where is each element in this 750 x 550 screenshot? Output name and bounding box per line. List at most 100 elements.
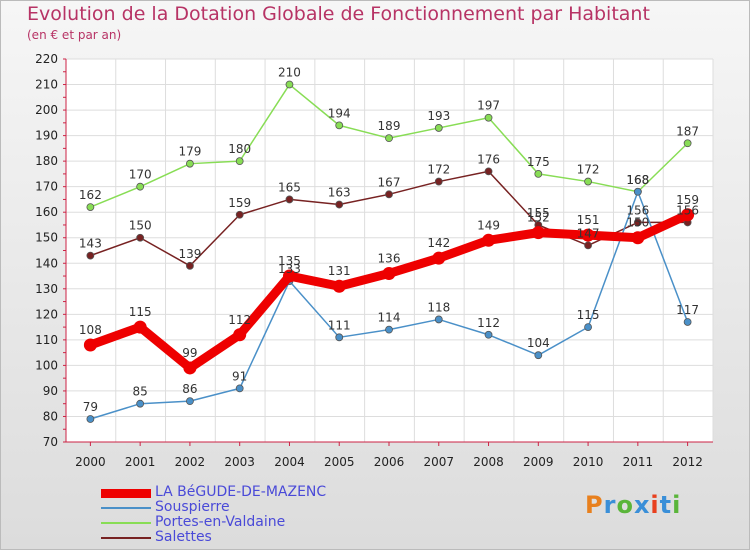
data-label-portes-en-valdaine: 197 <box>477 99 500 113</box>
x-tick-label: 2010 <box>573 455 604 469</box>
data-label-la-begude-de-mazenc: 135 <box>278 254 301 268</box>
y-tick-label: 100 <box>35 358 58 372</box>
data-point-souspierre <box>683 318 692 326</box>
data-point-salettes <box>434 177 443 186</box>
data-label-salettes: 165 <box>278 180 301 194</box>
logo-letter: i <box>672 491 682 519</box>
data-label-portes-en-valdaine: 170 <box>129 168 152 182</box>
data-point-portes-en-valdaine <box>534 169 543 178</box>
x-tick-label: 2004 <box>274 455 305 469</box>
y-tick-label: 180 <box>35 154 58 168</box>
data-point-souspierre <box>136 399 145 408</box>
data-point-souspierre <box>534 351 543 360</box>
data-label-souspierre: 118 <box>427 300 450 314</box>
data-label-salettes: 147 <box>577 226 600 240</box>
data-label-portes-en-valdaine: 194 <box>328 106 351 120</box>
data-label-salettes: 176 <box>477 152 500 166</box>
data-point-la-begude-de-mazenc <box>432 251 446 265</box>
y-tick-label: 160 <box>35 205 58 219</box>
data-point-souspierre <box>633 187 642 196</box>
y-tick-label: 170 <box>35 180 58 194</box>
data-point-salettes <box>136 233 145 242</box>
data-label-la-begude-de-mazenc: 131 <box>328 264 351 278</box>
y-tick-label: 80 <box>43 409 58 423</box>
chart-title: Evolution de la Dotation Globale de Fonc… <box>27 3 650 25</box>
legend-label: Salettes <box>155 529 212 545</box>
data-point-portes-en-valdaine <box>186 159 194 168</box>
legend-swatch <box>101 522 151 524</box>
y-tick-label: 120 <box>35 307 58 321</box>
data-label-salettes: 156 <box>676 203 699 217</box>
data-point-portes-en-valdaine <box>235 157 244 166</box>
y-tick-label: 200 <box>35 103 58 117</box>
y-tick-label: 140 <box>35 256 58 270</box>
data-point-souspierre <box>86 415 95 423</box>
data-point-portes-en-valdaine <box>434 124 443 132</box>
data-label-la-begude-de-mazenc: 108 <box>79 323 102 337</box>
data-label-salettes: 172 <box>427 163 450 177</box>
data-point-la-begude-de-mazenc <box>382 266 396 280</box>
y-tick-label: 70 <box>43 435 58 449</box>
legend-swatch <box>101 507 151 509</box>
x-tick-label: 2000 <box>75 455 106 469</box>
y-tick-label: 130 <box>35 282 58 296</box>
x-tick-label: 2011 <box>623 455 654 469</box>
data-point-souspierre <box>484 330 493 339</box>
data-point-salettes <box>385 190 393 199</box>
data-label-portes-en-valdaine: 187 <box>676 124 699 138</box>
data-label-portes-en-valdaine: 210 <box>278 66 301 80</box>
data-label-la-begude-de-mazenc: 115 <box>129 305 152 319</box>
data-point-la-begude-de-mazenc <box>581 228 595 242</box>
data-point-souspierre <box>584 323 592 332</box>
data-label-souspierre: 79 <box>83 400 98 414</box>
data-label-salettes: 159 <box>228 196 251 210</box>
y-tick-label: 110 <box>35 333 58 347</box>
data-point-la-begude-de-mazenc <box>233 328 247 342</box>
x-tick-label: 2007 <box>423 455 454 469</box>
data-label-souspierre: 111 <box>328 318 351 332</box>
data-label-souspierre: 168 <box>626 173 649 187</box>
data-label-la-begude-de-mazenc: 150 <box>626 216 649 230</box>
data-label-souspierre: 114 <box>378 311 401 325</box>
data-point-souspierre <box>335 333 344 342</box>
x-tick-label: 2006 <box>374 455 405 469</box>
data-point-la-begude-de-mazenc <box>482 233 496 247</box>
data-point-portes-en-valdaine <box>584 177 592 186</box>
data-label-portes-en-valdaine: 193 <box>427 109 450 123</box>
y-tick-label: 90 <box>43 384 58 398</box>
data-point-souspierre <box>385 325 393 334</box>
data-label-salettes: 139 <box>178 247 201 261</box>
data-label-portes-en-valdaine: 179 <box>178 145 201 159</box>
data-label-souspierre: 86 <box>182 382 197 396</box>
data-point-la-begude-de-mazenc <box>531 226 545 240</box>
data-label-portes-en-valdaine: 175 <box>527 155 550 169</box>
data-point-portes-en-valdaine <box>385 134 393 143</box>
y-tick-label: 190 <box>35 129 58 143</box>
data-point-portes-en-valdaine <box>285 80 294 89</box>
logo-letter: P <box>585 491 604 519</box>
data-point-salettes <box>186 261 194 270</box>
x-tick-label: 2008 <box>473 455 504 469</box>
data-label-souspierre: 104 <box>527 336 550 350</box>
data-label-la-begude-de-mazenc: 142 <box>427 236 450 250</box>
data-label-la-begude-de-mazenc: 136 <box>378 251 401 265</box>
data-label-portes-en-valdaine: 180 <box>228 142 251 156</box>
data-point-souspierre <box>186 397 194 406</box>
x-tick-label: 2003 <box>224 455 255 469</box>
data-point-portes-en-valdaine <box>86 203 95 211</box>
data-point-la-begude-de-mazenc <box>282 269 296 283</box>
data-point-portes-en-valdaine <box>484 113 493 122</box>
data-label-la-begude-de-mazenc: 112 <box>228 313 251 327</box>
x-tick-label: 2009 <box>523 455 554 469</box>
data-label-portes-en-valdaine: 168 <box>626 173 649 187</box>
data-label-souspierre: 91 <box>232 369 247 383</box>
logo-letter: o <box>616 491 634 519</box>
data-label-salettes: 167 <box>378 175 401 189</box>
data-point-salettes <box>335 200 344 209</box>
data-label-souspierre: 85 <box>133 385 148 399</box>
legend-item-souspierre: Souspierre <box>101 500 401 516</box>
data-label-souspierre: 112 <box>477 316 500 330</box>
legend-label: Portes-en-Valdaine <box>155 514 286 530</box>
